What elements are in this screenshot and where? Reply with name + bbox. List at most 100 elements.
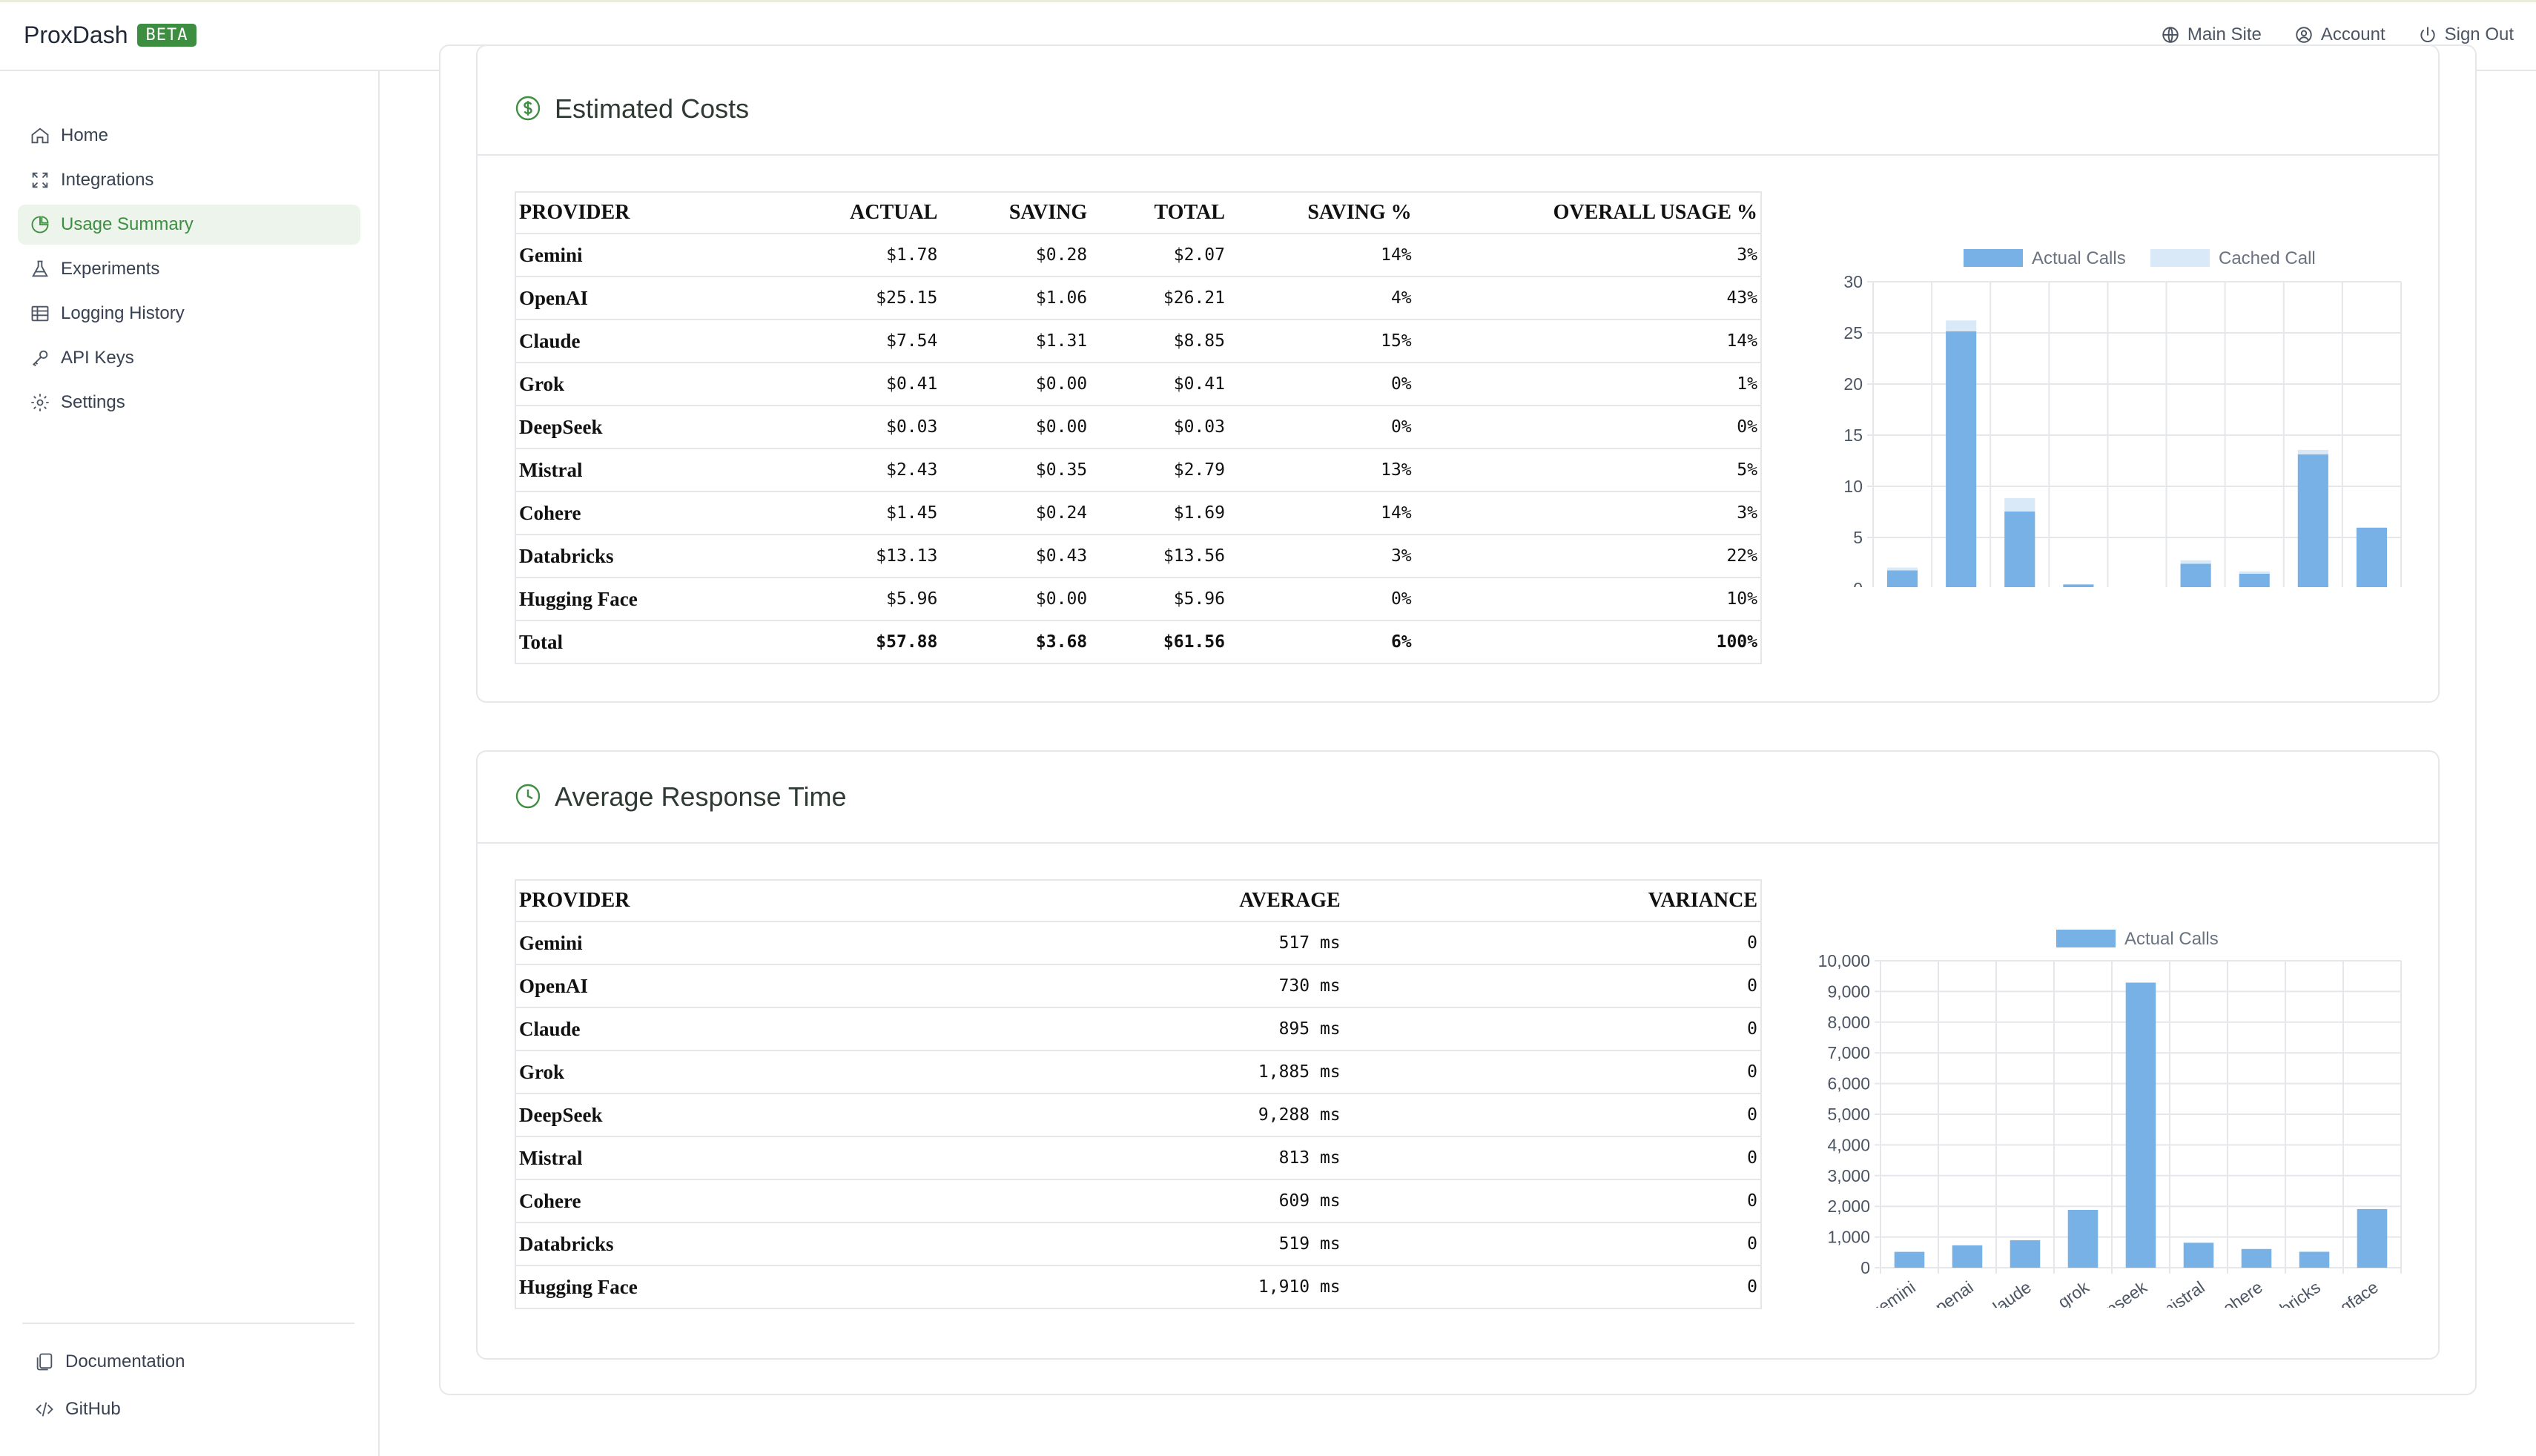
y-tick-label: 4,000 — [1827, 1135, 1870, 1154]
y-tick-label: 5 — [1853, 528, 1863, 547]
costs-bar-chart: 051015202530geminiopenaiclaudegrokdeepse… — [1843, 248, 2402, 587]
x-tick-label: grok — [2054, 1277, 2093, 1308]
value-cell: $1.06 — [940, 277, 1091, 320]
table-row: Mistral 813 ms 0 — [515, 1136, 1761, 1180]
provider-cell: DeepSeek — [515, 1093, 1020, 1137]
y-tick-label: 10 — [1843, 477, 1863, 496]
sidebar-item-usage-summary[interactable]: Usage Summary — [18, 205, 360, 245]
col-provider: PROVIDER — [515, 880, 1020, 922]
y-tick-label: 15 — [1843, 426, 1863, 445]
sidebar-item-github[interactable]: GitHub — [34, 1399, 121, 1420]
value-cell: $25.15 — [759, 277, 941, 320]
sidebar-item-experiments[interactable]: Experiments — [18, 249, 360, 289]
brand[interactable]: ProxDash BETA — [24, 21, 197, 49]
value-cell: 9,288 ms — [1019, 1093, 1344, 1137]
sidebar-item-home[interactable]: Home — [18, 116, 360, 156]
col-total: TOTAL — [1090, 192, 1228, 234]
y-tick-label: 9,000 — [1827, 982, 1870, 1001]
sidebar-item-settings[interactable]: Settings — [18, 383, 360, 423]
provider-cell: Cohere — [515, 1179, 1020, 1223]
provider-cell: Total — [519, 630, 564, 653]
value-cell: 1,885 ms — [1019, 1050, 1344, 1094]
y-tick-label: 3,000 — [1827, 1166, 1870, 1185]
flask-icon — [32, 260, 48, 277]
bar-huggingface-actual-calls — [2357, 1208, 2388, 1268]
bar-cohere-actual-calls — [2241, 1248, 2272, 1268]
bar-openai-actual-calls — [1952, 1245, 1983, 1268]
value-cell: $57.88 — [876, 632, 938, 652]
sidebar-item-label: Logging History — [61, 303, 185, 323]
value-cell: 1% — [1414, 363, 1761, 406]
provider-cell: Hugging Face — [519, 1275, 638, 1298]
sidebar-item-label: API Keys — [61, 348, 134, 368]
table-row: Hugging Face $5.96 $0.00 $5.96 0% 10% — [515, 578, 1761, 621]
bar-deepseek-actual-calls — [2125, 982, 2156, 1268]
table-row: Cohere $1.45 $0.24 $1.69 14% 3% — [515, 492, 1761, 535]
value-cell: 15% — [1227, 320, 1415, 363]
value-cell: 0 — [1343, 1136, 1761, 1180]
value-cell: 0% — [1227, 578, 1415, 621]
value-cell: $7.54 — [759, 320, 941, 363]
sign-out-button[interactable]: Sign Out — [2418, 24, 2514, 45]
value-cell: 100% — [1716, 632, 1757, 652]
y-tick-label: 2,000 — [1827, 1197, 1870, 1216]
x-tick-label: mistral — [2156, 1277, 2208, 1308]
card-title: Average Response Time — [555, 781, 847, 812]
value-cell: 0 — [1343, 1050, 1761, 1094]
legend-swatch — [2056, 930, 2116, 947]
value-cell: 813 ms — [1019, 1136, 1344, 1180]
sidebar-item-label: GitHub — [65, 1399, 121, 1419]
provider-cell: OpenAI — [515, 964, 1020, 1008]
sidebar-item-label: Home — [61, 125, 109, 145]
sidebar-item-api-keys[interactable]: API Keys — [18, 338, 360, 378]
value-cell: $0.00 — [940, 363, 1091, 406]
table-row: Databricks 519 ms 0 — [515, 1222, 1761, 1266]
legend-swatch — [1964, 249, 2023, 267]
provider-cell: Grok — [515, 363, 760, 406]
bar-databricks-cached-call — [2297, 449, 2328, 454]
value-cell: $13.13 — [759, 535, 941, 578]
value-cell: $2.79 — [1090, 449, 1228, 492]
bar-gemini-actual-calls — [1894, 1251, 1925, 1268]
sidebar-item-integrations[interactable]: Integrations — [18, 160, 360, 200]
account-link[interactable]: Account — [2294, 24, 2385, 45]
sidebar-item-logging-history[interactable]: Logging History — [18, 294, 360, 334]
x-tick-label: claude — [1982, 1277, 2034, 1308]
y-tick-label: 10,000 — [1818, 951, 1870, 970]
provider-cell: Gemini — [515, 234, 760, 277]
value-cell: 22% — [1414, 535, 1761, 578]
value-cell: $0.03 — [759, 406, 941, 449]
response-table: PROVIDER AVERAGE VARIANCE Gemini 517 ms 0 O… — [515, 879, 1762, 1309]
value-cell: $3.68 — [1035, 632, 1088, 652]
provider-cell: Mistral — [515, 449, 760, 492]
value-cell: 4% — [1227, 277, 1415, 320]
value-cell: 5% — [1414, 449, 1761, 492]
provider-cell: DeepSeek — [515, 406, 760, 449]
user-circle-icon — [2296, 27, 2312, 43]
legend-label: Actual Calls — [2124, 929, 2219, 949]
table-header-row: PROVIDER ACTUAL SAVING TOTAL SAVING % OV… — [515, 192, 1761, 234]
table-icon — [31, 305, 49, 322]
main-site-link[interactable]: Main Site — [2161, 24, 2262, 45]
brand-name: ProxDash — [24, 21, 128, 48]
value-cell: 1,910 ms — [1258, 1277, 1341, 1297]
col-saving: SAVING — [940, 192, 1091, 234]
sign-out-label: Sign Out — [2444, 24, 2514, 44]
sidebar: Home Integrations Usage Summary Experime… — [0, 71, 380, 1456]
col-overall-usage: OVERALL USAGE % — [1414, 192, 1761, 234]
value-cell: $1.78 — [759, 234, 941, 277]
value-cell: 519 ms — [1019, 1222, 1344, 1266]
y-tick-label: 5,000 — [1827, 1105, 1870, 1124]
clock-icon — [515, 784, 541, 809]
sidebar-item-label: Integrations — [61, 170, 154, 190]
value-cell: 517 ms — [1019, 921, 1344, 965]
globe-icon — [2162, 27, 2179, 43]
value-cell: 0 — [1343, 964, 1761, 1008]
expand-icon — [32, 172, 48, 188]
col-saving-pct: SAVING % — [1227, 192, 1415, 234]
provider-cell: Claude — [515, 1007, 1020, 1051]
value-cell: 14% — [1227, 234, 1415, 277]
sidebar-item-documentation[interactable]: Documentation — [34, 1351, 185, 1372]
bar-cohere-cached-call — [2239, 571, 2270, 574]
value-cell: 13% — [1227, 449, 1415, 492]
